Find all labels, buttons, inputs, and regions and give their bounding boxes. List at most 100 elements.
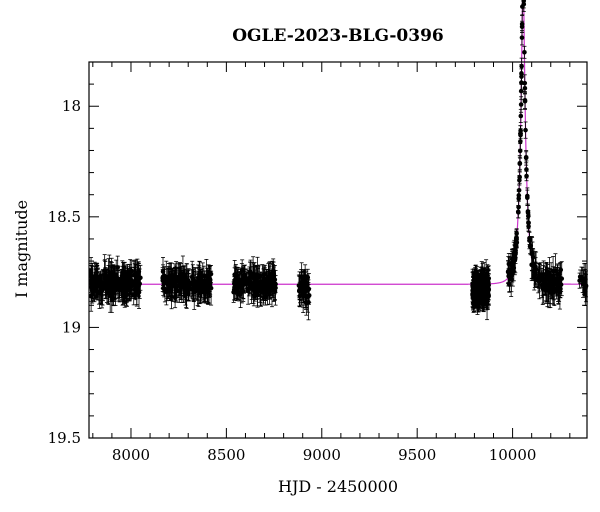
data-marker: [269, 273, 275, 279]
data-marker: [97, 290, 103, 295]
data-marker: [117, 287, 123, 293]
data-marker: [238, 284, 243, 290]
data-marker: [537, 272, 543, 277]
data-marker: [232, 272, 237, 277]
data-marker: [539, 282, 545, 288]
data-point: [256, 274, 262, 293]
data-point: [522, 45, 527, 59]
data-point: [186, 269, 191, 301]
data-points-layer: [88, 0, 589, 321]
data-point: [169, 283, 174, 310]
data-point: [252, 266, 258, 295]
data-marker: [266, 276, 272, 282]
data-marker: [296, 283, 302, 288]
data-marker: [256, 281, 262, 286]
data-marker: [526, 213, 531, 219]
data-point: [475, 278, 481, 302]
data-point: [513, 237, 519, 253]
data-marker: [106, 287, 111, 292]
data-marker: [136, 283, 141, 289]
data-marker: [522, 85, 528, 91]
data-marker: [523, 155, 529, 161]
data-marker: [111, 287, 116, 293]
data-marker: [526, 224, 531, 229]
data-marker: [515, 209, 521, 215]
chart-title: OGLE-2023-BLG-0396: [232, 26, 444, 46]
data-point: [555, 277, 561, 302]
data-marker: [306, 286, 311, 292]
data-marker: [109, 296, 115, 302]
data-marker: [239, 278, 244, 284]
data-point: [162, 267, 167, 285]
data-marker: [115, 265, 120, 270]
data-marker: [171, 275, 177, 280]
data-marker: [533, 266, 538, 272]
data-point: [108, 261, 114, 290]
data-point: [177, 270, 182, 293]
data-marker: [524, 167, 529, 172]
data-point: [306, 282, 311, 297]
data-point: [506, 261, 511, 283]
data-marker: [190, 286, 196, 292]
data-marker: [186, 282, 191, 288]
data-marker: [252, 278, 258, 283]
data-point: [537, 264, 543, 286]
data-point: [297, 281, 303, 300]
data-point: [247, 274, 253, 295]
data-point: [519, 64, 524, 83]
data-marker: [103, 279, 108, 285]
data-point: [231, 279, 237, 301]
data-marker: [484, 287, 490, 293]
data-marker: [518, 113, 524, 119]
data-marker: [108, 273, 114, 278]
data-marker: [301, 284, 307, 290]
data-point: [196, 278, 202, 304]
data-marker: [234, 283, 240, 289]
data-point: [523, 150, 529, 166]
data-point: [183, 273, 188, 288]
data-point: [518, 108, 524, 123]
data-marker: [119, 282, 125, 288]
data-point: [519, 15, 525, 33]
data-point: [111, 273, 116, 307]
data-marker: [173, 286, 179, 291]
data-point: [241, 265, 247, 286]
data-point: [522, 82, 528, 95]
data-point: [122, 271, 128, 308]
data-marker: [520, 4, 525, 9]
data-point: [523, 121, 528, 139]
data-marker: [506, 269, 511, 275]
data-marker: [231, 287, 237, 293]
data-marker: [198, 281, 204, 286]
data-marker: [525, 195, 530, 201]
data-marker: [518, 88, 524, 94]
data-point: [520, 0, 525, 16]
data-marker: [472, 290, 478, 296]
data-marker: [88, 268, 94, 273]
data-point: [541, 260, 546, 289]
data-point: [190, 279, 196, 300]
data-marker: [478, 285, 484, 291]
data-marker: [169, 294, 174, 299]
data-point: [518, 125, 523, 137]
data-point: [117, 277, 123, 303]
data-marker: [89, 275, 95, 280]
data-marker: [517, 148, 523, 154]
data-marker: [122, 287, 128, 292]
data-marker: [99, 285, 105, 291]
data-marker: [519, 35, 525, 40]
data-point: [478, 273, 484, 302]
data-marker: [124, 276, 130, 281]
data-point: [128, 273, 134, 298]
data-marker: [517, 177, 522, 183]
data-marker: [132, 272, 138, 277]
data-point: [526, 210, 531, 223]
data-point: [525, 189, 530, 206]
data-point: [136, 275, 141, 297]
data-point: [517, 156, 523, 170]
data-marker: [241, 273, 247, 278]
data-marker: [555, 287, 561, 293]
data-point: [239, 259, 245, 283]
data-marker: [207, 284, 213, 289]
